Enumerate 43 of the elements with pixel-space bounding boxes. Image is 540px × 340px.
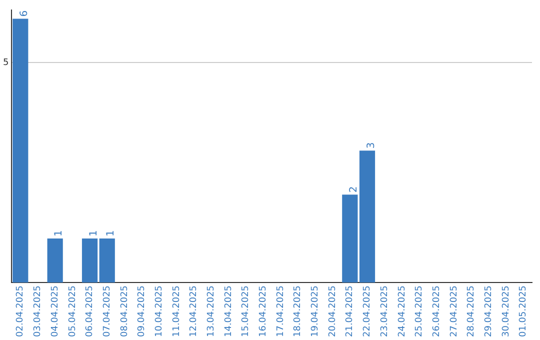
- x-tick-label: 11.04.2025: [172, 285, 182, 337]
- x-tick-label: 18.04.2025: [293, 285, 304, 337]
- y-tick-label: 5: [2, 58, 9, 68]
- x-tick-label: 05.04.2025: [68, 285, 78, 337]
- x-tick-label: 10.04.2025: [154, 285, 164, 337]
- bar: [342, 194, 358, 282]
- bar: [99, 238, 115, 282]
- x-tick-label: 23.04.2025: [380, 285, 390, 337]
- bar: [12, 18, 28, 282]
- data-label: 6: [18, 10, 30, 17]
- data-label: 2: [348, 186, 360, 193]
- x-tick-label: 14.04.2025: [224, 285, 234, 337]
- bar: [82, 238, 98, 282]
- x-tick-label: 28.04.2025: [466, 285, 477, 337]
- x-tick-label: 21.04.2025: [345, 285, 356, 337]
- x-tick-label: 20.04.2025: [328, 285, 338, 337]
- x-tick-label: 08.04.2025: [120, 285, 130, 337]
- x-tick-label: 26.04.2025: [432, 285, 442, 337]
- x-tick-label: 04.04.2025: [50, 285, 60, 337]
- x-tick-label: 09.04.2025: [137, 285, 148, 337]
- x-tick-label: 15.04.2025: [241, 285, 252, 337]
- x-tick-label: 13.04.2025: [206, 285, 217, 337]
- x-tick-label: 12.04.2025: [189, 285, 200, 337]
- data-label: 1: [88, 230, 100, 237]
- bar: [47, 238, 63, 282]
- bar: [359, 150, 376, 282]
- data-label: 1: [54, 230, 65, 237]
- x-tick-label: 29.04.2025: [484, 285, 494, 337]
- x-tick-label: 07.04.2025: [102, 285, 112, 337]
- data-label: 3: [366, 142, 377, 149]
- x-tick-label: 25.04.2025: [414, 285, 425, 337]
- x-tick-label: 27.04.2025: [449, 285, 460, 337]
- x-tick-label: 24.04.2025: [397, 285, 408, 337]
- x-tick-label: 17.04.2025: [276, 285, 286, 337]
- x-tick-label: 16.04.2025: [258, 285, 269, 337]
- x-tick-label: 19.04.2025: [310, 285, 321, 337]
- x-tick-label: 22.04.2025: [362, 285, 373, 337]
- x-tick-label: 03.04.2025: [33, 285, 44, 337]
- x-tick-label: 02.04.2025: [16, 285, 26, 337]
- x-tick-label: 30.04.2025: [501, 285, 512, 337]
- x-tick-label: 06.04.2025: [85, 285, 96, 337]
- data-label: 1: [106, 230, 117, 237]
- x-tick-label: 01.05.2025: [518, 285, 529, 337]
